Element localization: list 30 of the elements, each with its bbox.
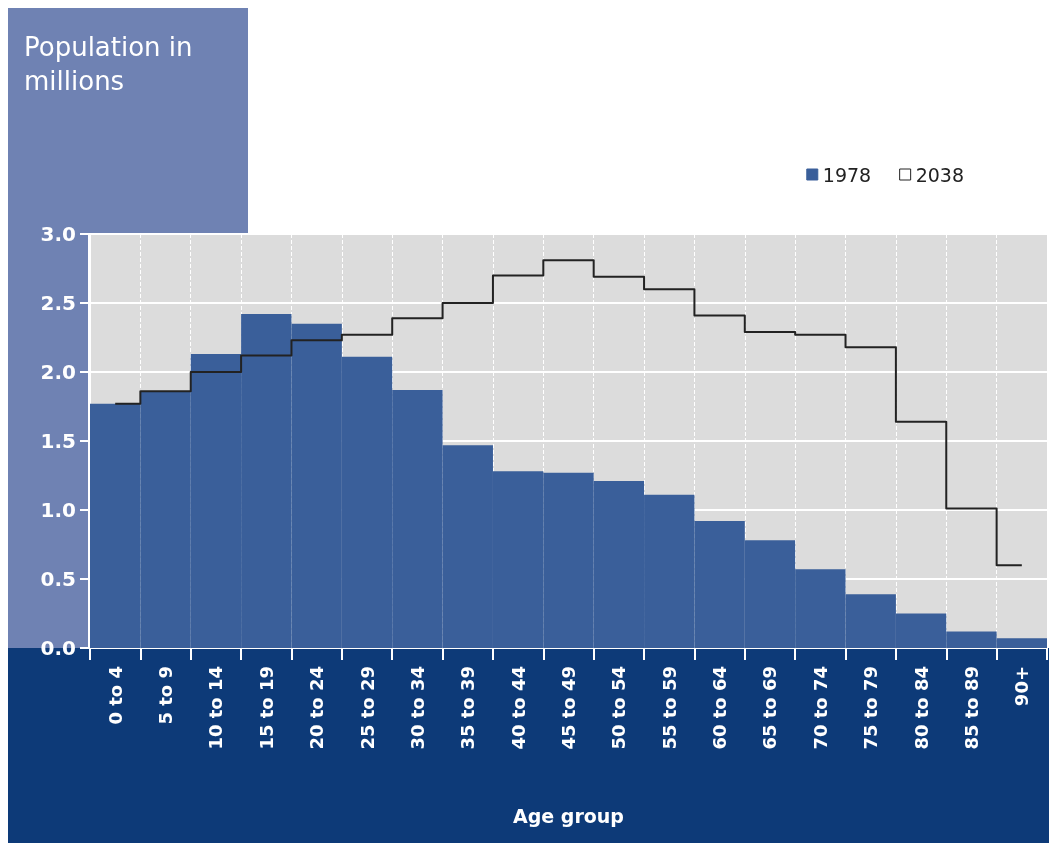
y-tick-label: 0.0	[40, 636, 76, 660]
y-tick-label: 2.0	[40, 360, 76, 384]
x-tick-label: 75 to 79	[860, 666, 882, 750]
y-tick-label: 1.5	[40, 429, 76, 453]
x-tick-label: 60 to 64	[709, 666, 731, 750]
x-tick-label: 35 to 39	[457, 666, 479, 750]
x-tick-label: 65 to 69	[759, 666, 781, 750]
y-tick-label: 2.5	[40, 291, 76, 315]
x-tick-label: 85 to 89	[960, 666, 982, 750]
x-tick-label: 10 to 14	[205, 666, 227, 750]
x-tick-label: 50 to 54	[608, 666, 630, 750]
x-tick-label: 0 to 4	[104, 666, 126, 725]
x-tick-label: 90+	[1011, 666, 1033, 707]
y-tick-label: 0.5	[40, 567, 76, 591]
y-axis-title: Population in millions	[24, 31, 194, 98]
x-tick-label: 70 to 74	[809, 666, 831, 750]
x-tick-label: 55 to 59	[658, 666, 680, 750]
x-tick-label: 80 to 84	[910, 666, 932, 750]
x-tick-label: 20 to 24	[306, 666, 328, 750]
y-tick-label: 3.0	[40, 222, 76, 246]
x-tick-label: 30 to 34	[406, 666, 428, 750]
y-tick-label: 1.0	[40, 498, 76, 522]
x-tick-label: 15 to 19	[255, 666, 277, 750]
x-tick-label: 25 to 29	[356, 666, 378, 750]
x-tick-label: 5 to 9	[155, 666, 177, 725]
x-tick-label: 45 to 49	[558, 666, 579, 750]
legend-label: 2038	[915, 163, 965, 186]
x-axis-title: Age group	[513, 804, 624, 827]
legend-label: 1978	[822, 163, 872, 186]
x-tick-label: 40 to 44	[507, 666, 529, 750]
